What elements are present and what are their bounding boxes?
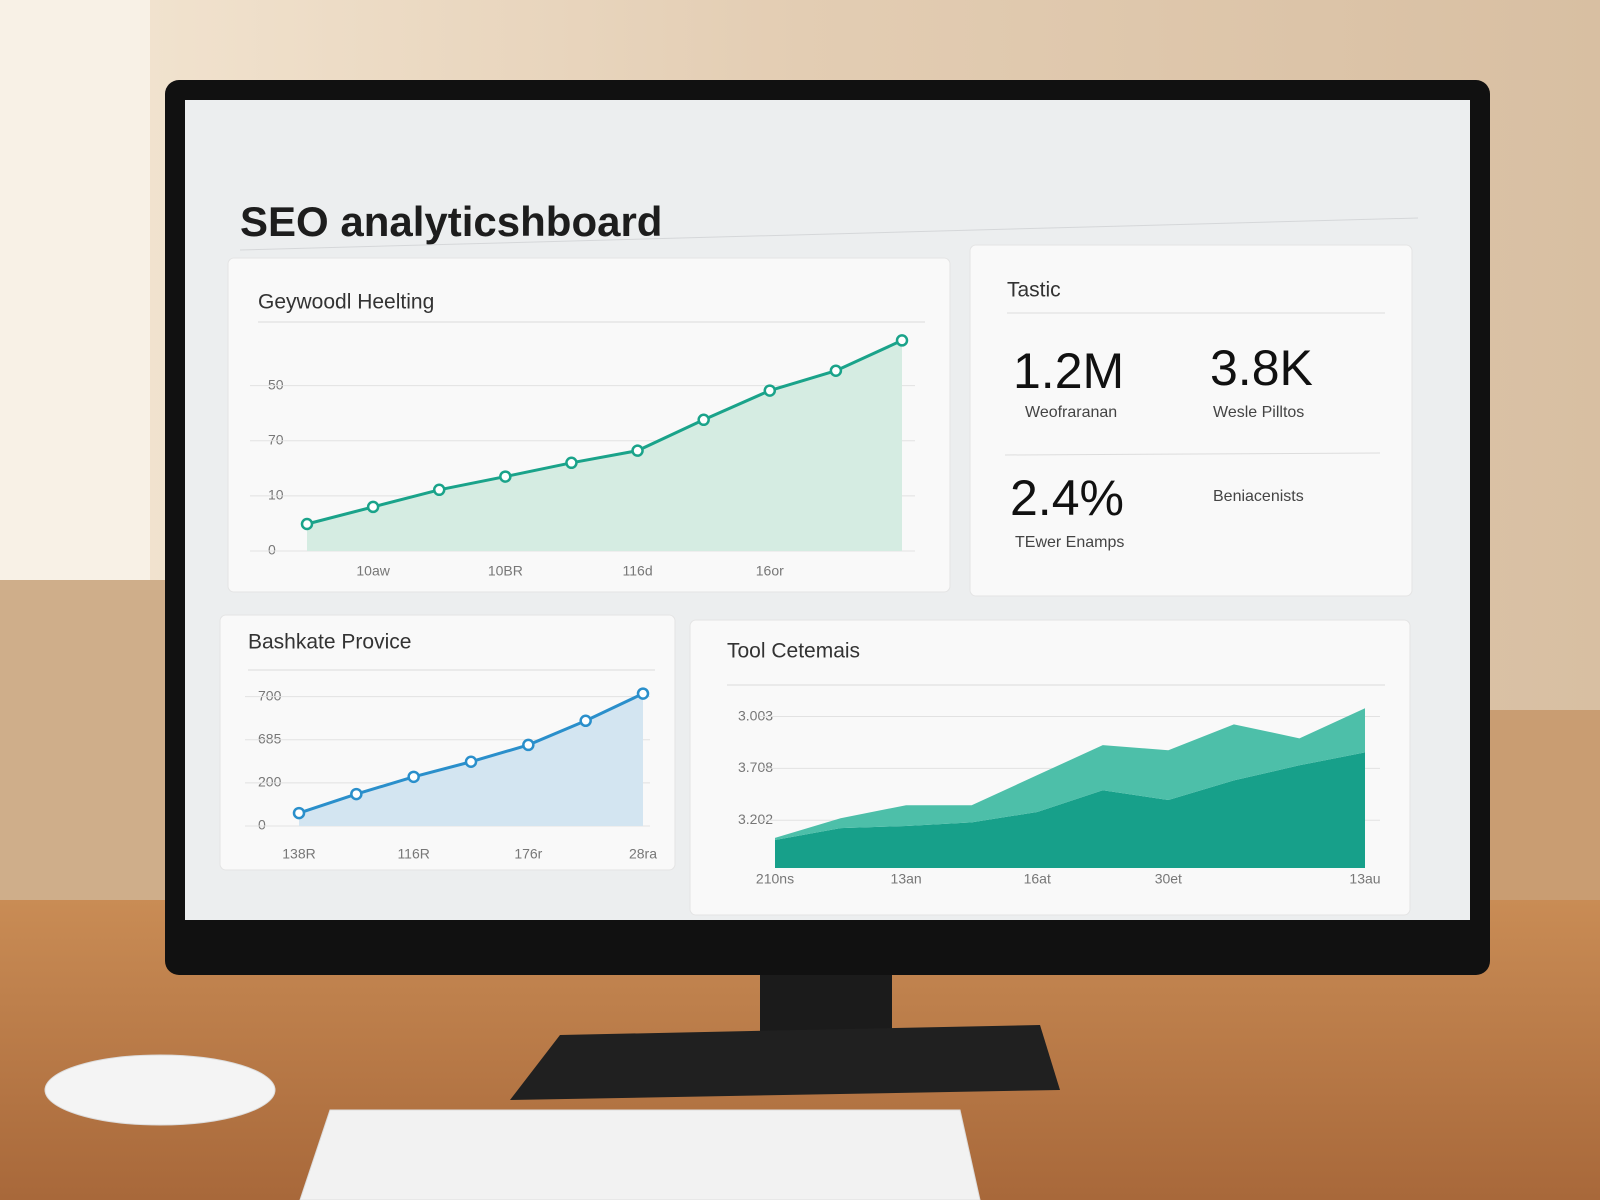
x-tick-label: 138R (282, 846, 315, 862)
keyboard (299, 1109, 981, 1200)
kpi-value: 1.2M (1013, 343, 1124, 399)
x-tick-label: 30et (1155, 871, 1182, 887)
y-tick-label: 50 (268, 376, 284, 392)
mouse (44, 1054, 276, 1126)
kpi-value: 2.4% (1010, 470, 1124, 526)
y-tick-label: 3.202 (738, 811, 773, 827)
x-tick-label: 10BR (488, 563, 523, 579)
point (631, 444, 644, 457)
area (775, 752, 1365, 868)
y-tick-label: 3.708 (738, 759, 773, 775)
kpi-label: TEwer Enamps (1015, 534, 1124, 551)
point (350, 787, 363, 801)
x-tick-label: 116d (623, 563, 653, 579)
y-tick-label: 200 (258, 774, 282, 790)
point (292, 806, 306, 820)
area (775, 708, 1365, 840)
x-tick-label: 13an (891, 871, 922, 887)
x-tick-label: 16at (1024, 871, 1051, 887)
point (407, 770, 420, 784)
point (763, 384, 777, 397)
x-tick-label: 10aw (356, 563, 390, 579)
panel-title: Tool Cetemais (727, 640, 860, 663)
point (829, 364, 843, 377)
point (579, 714, 592, 728)
point (565, 456, 578, 470)
point (895, 334, 909, 347)
point (432, 483, 446, 497)
panel-title: Bashkate Provice (248, 631, 411, 654)
y-tick-label: 70 (268, 431, 284, 447)
point (697, 413, 710, 427)
y-tick-label: 685 (258, 730, 282, 746)
x-tick-label: 176r (514, 846, 542, 862)
x-tick-label: 28ra (629, 846, 657, 862)
x-tick-label: 116R (397, 846, 429, 862)
kpi-panel (969, 244, 1413, 597)
x-tick-label: 210ns (756, 871, 794, 887)
shelf (0, 580, 175, 920)
point (366, 500, 380, 514)
kpi-value: 3.8K (1210, 340, 1313, 396)
dashboard-title: SEO analyticshboard (240, 198, 662, 245)
y-tick-label: 0 (268, 542, 276, 558)
point (300, 517, 314, 531)
point (522, 738, 535, 752)
window (0, 0, 150, 580)
line (306, 339, 903, 526)
monitor-base (510, 1025, 1060, 1100)
point (464, 755, 478, 768)
y-tick-label: 3.003 (738, 707, 773, 723)
y-tick-label: 700 (258, 687, 282, 703)
divider (1004, 452, 1381, 456)
point (636, 687, 650, 700)
charts: Geywoodl Heelting 0 10 70 50 10aw 10BR 116d 16or… (245, 291, 1385, 887)
x-tick-label: 13au (1349, 871, 1380, 887)
area (307, 340, 902, 551)
kpi-title: Tastic (1007, 279, 1061, 302)
panel-title: Geywoodl Heelting (258, 291, 434, 314)
kpi-label: Wesle Pilltos (1213, 404, 1304, 421)
area (299, 693, 643, 826)
kpi-label: Weofraranan (1025, 404, 1117, 421)
kpi-label: Beniacenists (1213, 488, 1304, 505)
title-rule (239, 217, 1419, 251)
y-tick-label: 10 (268, 487, 284, 503)
y-tick-label: 0 (258, 817, 266, 833)
point (499, 470, 512, 483)
x-tick-label: 16or (756, 563, 784, 579)
shelf-right (1490, 710, 1600, 920)
